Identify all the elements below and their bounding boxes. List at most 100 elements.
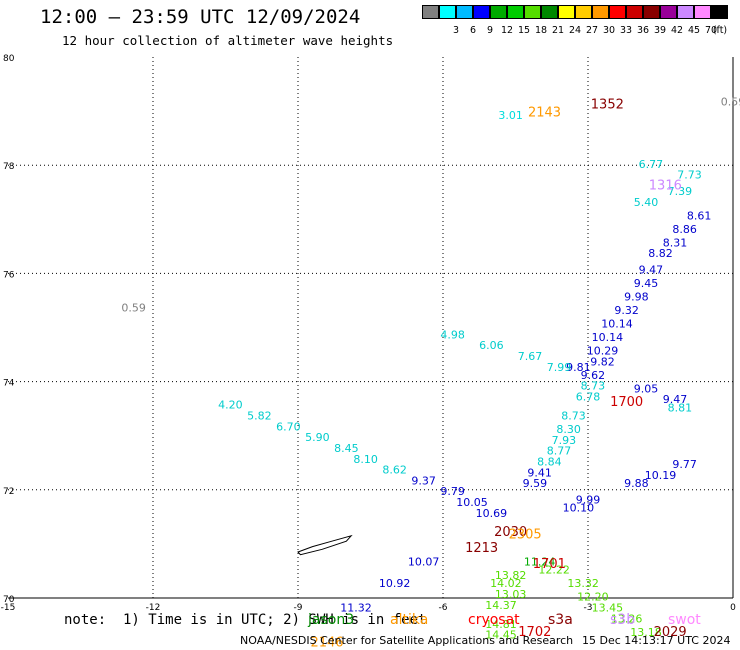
- wave-height-value: 10.29: [587, 345, 619, 358]
- wave-height-value: 4.20: [218, 399, 243, 412]
- pass-time-label: 2146: [310, 636, 343, 650]
- wave-height-value: 9.47: [639, 263, 664, 276]
- legend-swatch: [626, 5, 643, 19]
- wave-height-value: 9.77: [672, 458, 697, 471]
- wave-height-value: 9.99: [576, 493, 601, 506]
- wave-height-value: 14.45: [485, 629, 517, 642]
- legend-swatch: [677, 5, 694, 19]
- satellite-label-s3b: s3b: [610, 612, 636, 628]
- wave-height-value: 8.81: [668, 401, 693, 414]
- longitude-tick-label: -15: [1, 603, 16, 613]
- footer-note: note: 1) Time is in UTC; 2) SWH is in fe…: [64, 612, 427, 628]
- wave-height-value: 10.14: [592, 331, 624, 344]
- wave-height-value: 5.90: [305, 431, 330, 444]
- wave-height-value: 3.01: [498, 109, 523, 122]
- wave-height-value: 13.45: [592, 602, 624, 615]
- legend-swatch: [439, 5, 456, 19]
- wave-height-value: 9.32: [614, 304, 639, 317]
- wave-height-value: 8.62: [382, 464, 407, 477]
- longitude-tick-label: -6: [439, 603, 448, 613]
- wave-height-value: 9.98: [624, 290, 649, 303]
- legend-label: 15: [517, 25, 531, 36]
- chart-title: 12:00 – 23:59 UTC 12/09/2024: [40, 6, 361, 28]
- wave-height-value: 6.78: [576, 391, 601, 404]
- legend-unit: (ft): [712, 25, 728, 36]
- wave-height-value: 9.59: [523, 477, 548, 490]
- wave-height-value: 10.10: [563, 501, 595, 514]
- wave-height-value: 7.67: [518, 350, 543, 363]
- wave-height-value: 8.30: [556, 423, 581, 436]
- chart-subtitle: 12 hour collection of altimeter wave hei…: [62, 33, 394, 48]
- jan-mayen-island: [297, 534, 353, 556]
- legend-label: 42: [670, 25, 684, 36]
- latitude-tick-label: 76: [3, 270, 15, 280]
- wave-height-value: 14.02: [490, 577, 522, 590]
- wave-height-value: 0.59: [721, 96, 740, 109]
- legend-label: 21: [551, 25, 565, 36]
- legend-swatch: [422, 5, 439, 19]
- legend-swatch: [558, 5, 575, 19]
- longitude-tick-label: -9: [294, 603, 303, 613]
- pass-time-label: 1701: [533, 557, 566, 572]
- wave-height-value: 12.22: [538, 564, 570, 577]
- wave-height-value: 9.81: [566, 361, 591, 374]
- latitude-tick-label: 78: [3, 162, 15, 172]
- wave-height-value: 9.05: [634, 382, 659, 395]
- wave-height-value: 9.45: [634, 277, 659, 290]
- legend-label: 30: [602, 25, 616, 36]
- pass-time-label: 2143: [528, 106, 561, 121]
- legend-swatch: [456, 5, 473, 19]
- legend-swatch: [643, 5, 660, 19]
- legend-label: 9: [486, 25, 494, 36]
- wave-height-value: 9.62: [581, 369, 606, 382]
- legend-swatch: [694, 5, 711, 19]
- satellite-label-cryosat: cryosat: [468, 612, 520, 628]
- satellite-label-s3a: s3a: [548, 612, 573, 628]
- wave-height-value: 9.82: [590, 355, 615, 368]
- legend-label: 27: [585, 25, 599, 36]
- wave-height-value: 9.47: [663, 393, 688, 406]
- wave-height-value: 8.73: [561, 409, 586, 422]
- satellite-label-swot: swot: [668, 612, 701, 628]
- legend-swatch: [524, 5, 541, 19]
- wave-height-value: 8.45: [334, 442, 359, 455]
- wave-height-value: 8.31: [663, 236, 688, 249]
- wave-height-value: 10.19: [645, 469, 677, 482]
- legend-swatch: [609, 5, 626, 19]
- wave-height-value: 9.37: [411, 474, 436, 487]
- wave-height-value: 13.82: [495, 569, 527, 582]
- longitude-tick-label: 0: [730, 603, 736, 613]
- legend-label: 36: [636, 25, 650, 36]
- wave-height-value: 13.03: [495, 588, 527, 601]
- longitude-tick-label: -3: [584, 603, 593, 613]
- credit-line: NOAA/NESDIS Center for Satellite Applica…: [240, 634, 574, 647]
- legend-swatch: [575, 5, 592, 19]
- wave-height-value: 7.93: [552, 434, 577, 447]
- legend-label: 33: [619, 25, 633, 36]
- satellite-label-jason3: jason3: [308, 612, 355, 628]
- latitude-tick-label: 70: [3, 595, 15, 605]
- wave-height-value: 6.77: [639, 158, 664, 171]
- legend-swatch: [711, 5, 728, 19]
- wave-height-value: 13.32: [567, 577, 599, 590]
- legend-swatch: [490, 5, 507, 19]
- wave-height-value: 9.41: [527, 466, 552, 479]
- legend-label: 24: [568, 25, 582, 36]
- pass-time-label: 1213: [465, 541, 498, 556]
- legend-label: 39: [653, 25, 667, 36]
- wave-height-value: 13.18: [630, 626, 662, 639]
- wave-height-value: 11.24: [524, 556, 556, 569]
- pass-time-label: 1316: [649, 179, 682, 194]
- legend-swatch: [507, 5, 524, 19]
- latitude-tick-label: 72: [3, 487, 14, 497]
- wave-height-value: 10.14: [601, 318, 633, 331]
- pass-time-label: 1702: [518, 625, 551, 640]
- wave-height-value: 8.77: [547, 445, 572, 458]
- wave-height-value: 7.39: [668, 185, 693, 198]
- wave-height-value: 11.32: [340, 602, 372, 615]
- legend-swatch: [660, 5, 677, 19]
- wave-height-value: 9.88: [624, 477, 649, 490]
- latitude-tick-label: 80: [3, 54, 15, 64]
- wave-height-value: 8.61: [687, 209, 712, 222]
